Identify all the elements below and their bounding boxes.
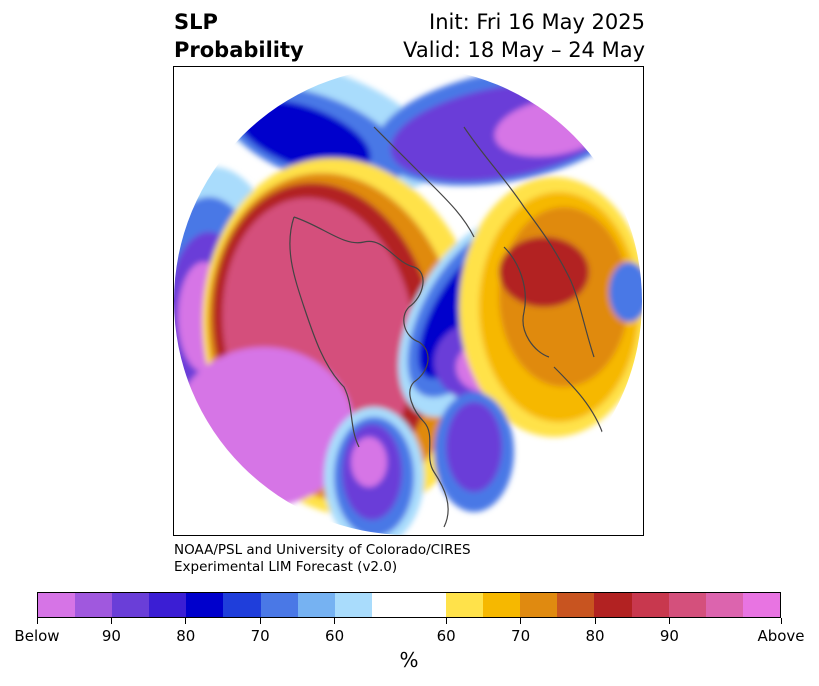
credit-line-2: Experimental LIM Forecast (v2.0) xyxy=(174,559,398,575)
colorbar-tick xyxy=(594,618,596,624)
title-line-2: Probability xyxy=(174,38,304,62)
colorbar-segment xyxy=(260,593,298,617)
coast-greenland xyxy=(373,126,475,238)
colorbar-tick xyxy=(259,618,261,624)
below-region-far-east xyxy=(609,262,642,322)
title-line-1: SLP xyxy=(174,10,218,34)
colorbar-segment xyxy=(483,593,521,617)
colorbar-tick xyxy=(780,618,782,624)
below-region-eastcoast xyxy=(446,402,502,492)
colorbar-segment xyxy=(668,593,706,617)
field-layers xyxy=(174,67,642,535)
colorbar-tick-label: 60 xyxy=(436,627,456,645)
colorbar-segment xyxy=(75,593,113,617)
coast-eurasia xyxy=(463,126,595,358)
map-panel xyxy=(173,66,644,536)
colorbar-tick xyxy=(445,618,447,624)
colorbar-tick xyxy=(36,618,38,624)
colorbar-tick-label: 90 xyxy=(101,627,121,645)
colorbar-tick xyxy=(334,618,336,624)
coast-north-america xyxy=(293,216,424,343)
colorbar-segment xyxy=(557,593,595,617)
colorbar-segment xyxy=(297,593,335,617)
valid-dates: Valid: 18 May – 24 May xyxy=(403,38,645,62)
colorbar-segment xyxy=(38,593,76,617)
colorbar-tick-label: Above xyxy=(757,627,805,645)
colorbar-tick xyxy=(110,618,112,624)
colorbar-tick-label: 90 xyxy=(659,627,679,645)
probability-field xyxy=(174,67,642,535)
colorbar-segment xyxy=(371,593,409,617)
below-region-us xyxy=(351,437,387,487)
coast-east-america xyxy=(409,341,449,528)
colorbar-tick xyxy=(185,618,187,624)
colorbar-tick-label: 70 xyxy=(250,627,270,645)
colorbar-segment xyxy=(408,593,447,617)
coast-west-america xyxy=(289,216,360,448)
colorbar-tick-label: 60 xyxy=(325,627,345,645)
colorbar-tick-label: 80 xyxy=(176,627,196,645)
coast-europe xyxy=(503,246,550,358)
init-date: Init: Fri 16 May 2025 xyxy=(429,10,645,34)
colorbar-tick-label: 70 xyxy=(511,627,531,645)
colorbar-segment xyxy=(742,593,780,617)
colorbar-segment xyxy=(334,593,372,617)
credit-text: NOAA/PSL and University of Colorado/CIRE… xyxy=(174,542,471,576)
colorbar-tick-label: Below xyxy=(14,627,60,645)
map-title: SLP Probability xyxy=(174,8,304,64)
colorbar xyxy=(37,592,781,618)
below-region-north xyxy=(237,100,371,174)
colorbar-segment xyxy=(112,593,150,617)
colorbar-segment xyxy=(186,593,224,617)
colorbar-segment xyxy=(446,593,484,617)
colorbar-segment xyxy=(520,593,558,617)
credit-line-1: NOAA/PSL and University of Colorado/CIRE… xyxy=(174,542,471,558)
colorbar-segment xyxy=(223,593,261,617)
colorbar-unit: % xyxy=(399,648,419,672)
colorbar-segment xyxy=(705,593,743,617)
colorbar-tick xyxy=(520,618,522,624)
colorbar-tick-label: 80 xyxy=(585,627,605,645)
colorbar-tick xyxy=(668,618,670,624)
polar-map xyxy=(174,67,642,535)
above-region-siberia xyxy=(499,237,589,307)
colorbar-segment xyxy=(594,593,632,617)
forecast-dates: Init: Fri 16 May 2025 Valid: 18 May – 24… xyxy=(403,8,645,64)
colorbar-segment xyxy=(149,593,187,617)
colorbar-segment xyxy=(631,593,669,617)
